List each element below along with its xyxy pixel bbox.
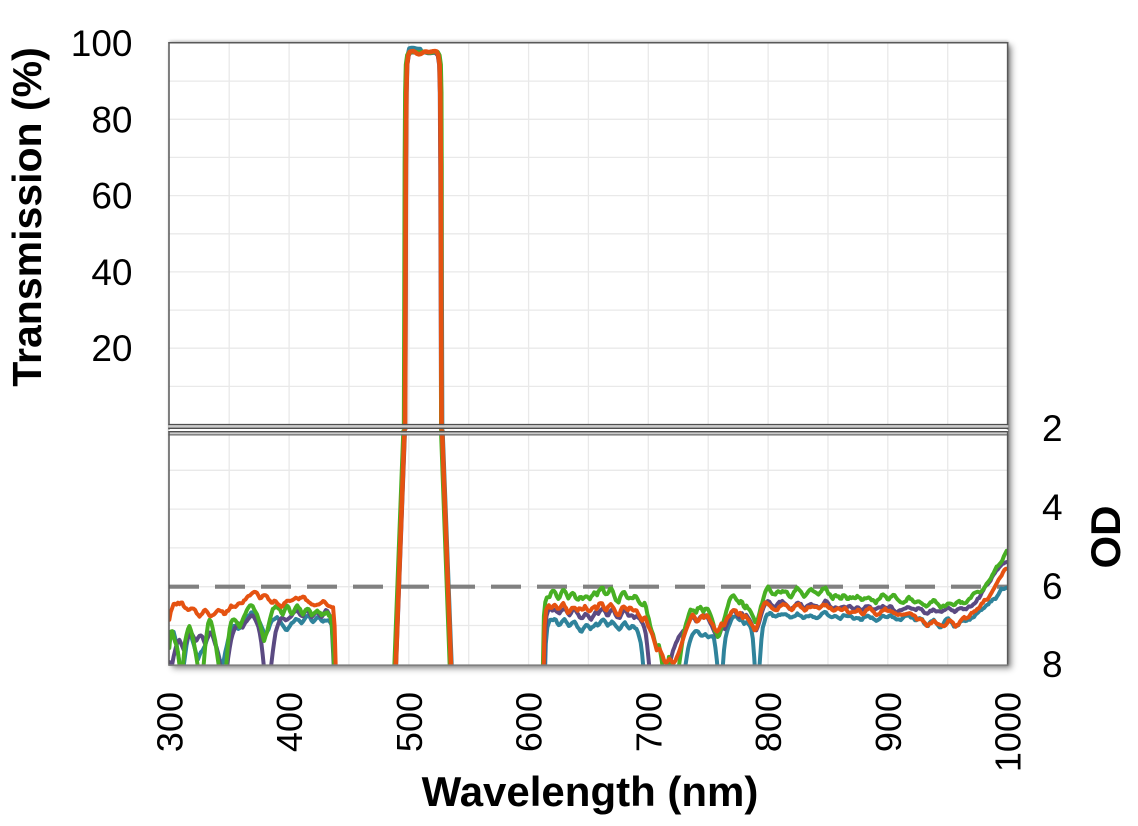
svg-text:Wavelength (nm): Wavelength (nm) — [422, 768, 759, 815]
svg-text:80: 80 — [91, 99, 132, 140]
svg-text:800: 800 — [748, 692, 789, 752]
svg-text:600: 600 — [509, 692, 550, 752]
svg-text:700: 700 — [628, 692, 669, 752]
svg-text:Transmission (%): Transmission (%) — [4, 47, 50, 386]
svg-text:400: 400 — [269, 692, 310, 752]
svg-text:60: 60 — [91, 176, 132, 217]
svg-text:8: 8 — [1042, 644, 1063, 685]
svg-text:20: 20 — [91, 328, 132, 369]
svg-text:4: 4 — [1042, 487, 1063, 528]
svg-text:OD: OD — [1082, 506, 1129, 569]
svg-text:300: 300 — [149, 692, 190, 752]
svg-text:500: 500 — [389, 692, 430, 752]
svg-text:6: 6 — [1042, 566, 1063, 607]
svg-text:100: 100 — [71, 23, 133, 64]
svg-text:1000: 1000 — [988, 692, 1029, 772]
svg-text:2: 2 — [1042, 408, 1063, 449]
svg-text:40: 40 — [91, 252, 132, 293]
svg-text:900: 900 — [868, 692, 909, 752]
